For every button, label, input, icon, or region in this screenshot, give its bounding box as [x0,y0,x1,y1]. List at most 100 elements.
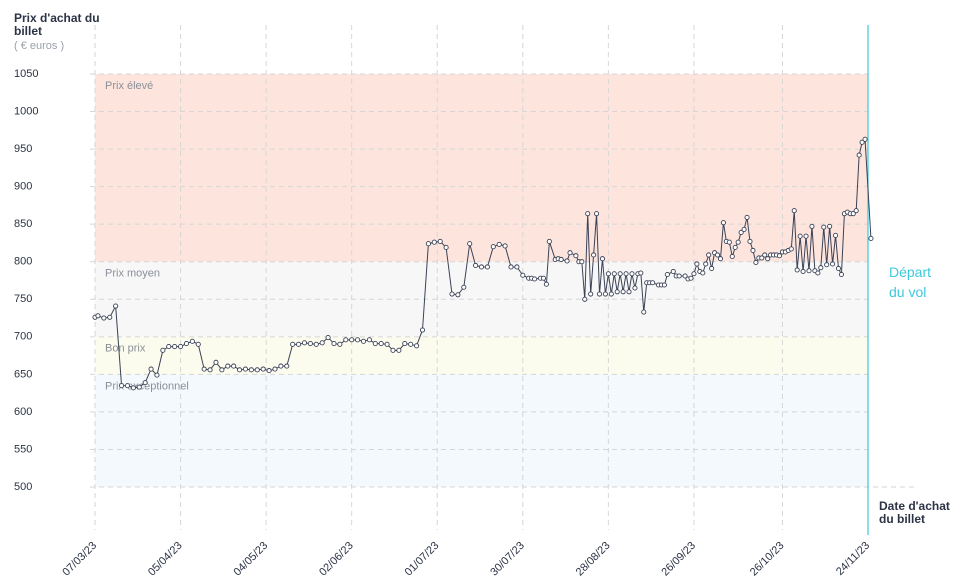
price-point [608,291,614,297]
price-point [461,284,467,290]
price-point [414,343,420,349]
price-point [714,252,721,258]
price-point [290,341,296,347]
price-point [794,267,800,273]
price-point [337,341,343,347]
price-point [484,264,490,270]
price-point [113,303,119,309]
price-point [776,253,783,259]
price-point [620,289,626,295]
x-tick-label: 26/09/23 [659,540,698,579]
price-point [717,256,724,262]
y-tick-label: 800 [14,256,32,268]
price-point [818,265,824,271]
price-point [564,258,570,264]
price-point [803,233,809,239]
price-point [101,315,107,321]
price-point [254,367,260,373]
price-point [558,256,564,263]
price-point [207,367,213,373]
x-tick-label: 30/07/23 [488,540,527,579]
price-point [614,289,620,295]
price-point [706,252,712,258]
price-point [821,224,827,230]
price-point [682,273,688,279]
price-point [859,139,865,145]
price-point [172,344,178,350]
y-tick-label: 700 [14,331,32,343]
x-tick-label: 05/04/23 [146,540,185,579]
price-point [532,276,538,282]
price-point [765,256,771,262]
price-point [478,264,485,270]
price-point [272,366,278,372]
price-point [514,264,520,270]
x-tick-label: 26/10/23 [748,540,787,579]
price-band [95,374,868,487]
price-point [797,233,803,239]
price-point [195,341,201,347]
y-tick-label: 900 [14,181,32,193]
price-point [853,208,859,214]
x-tick-label: 28/08/23 [574,540,613,579]
price-point [431,239,437,245]
price-point [455,292,461,298]
y-tick-label: 750 [14,293,32,305]
price-point [366,337,372,343]
price-point [664,271,670,278]
price-point [284,363,290,369]
price-point [260,366,266,372]
price-point [762,252,768,258]
band-label: Bon prix [105,343,146,355]
price-point [585,211,591,217]
price-point [343,337,349,343]
price-point [573,253,579,259]
price-point [266,368,272,374]
price-point [617,271,623,277]
band-label: Prix moyen [105,268,160,280]
price-point [231,363,237,369]
price-point [641,309,647,315]
price-point [355,337,361,343]
x-tick-label: 04/05/23 [232,540,271,579]
price-point [543,281,549,287]
price-point [629,271,635,277]
price-point [824,262,830,268]
price-point [520,272,526,278]
price-point [694,261,700,267]
price-point [582,296,588,302]
y-tick-label: 950 [14,143,32,155]
x-tick-label: 07/03/23 [60,540,99,579]
price-point [611,271,617,277]
price-point [296,341,302,347]
price-point [744,214,750,220]
price-point [827,223,833,229]
price-point [130,385,136,391]
price-point [490,244,496,250]
departure-label: Départ du vol [889,264,932,300]
price-point [815,270,821,276]
price-point [788,246,794,252]
price-point [449,291,455,297]
price-point [732,244,738,251]
price-point [178,344,184,350]
price-point [349,337,355,343]
x-tick-label: 02/06/23 [317,540,356,579]
price-point [183,341,190,347]
y-tick-label: 650 [14,368,32,380]
price-point [596,291,603,297]
price-point [331,341,337,347]
price-point [301,340,308,346]
y-tick-label: 1000 [14,105,38,117]
price-point [599,256,606,262]
price-point [213,359,219,365]
price-point [735,239,741,245]
price-point [703,261,709,267]
price-point [602,291,608,297]
price-point [670,268,676,275]
price-point [508,264,514,270]
price-point [95,313,101,319]
y-tick-label: 600 [14,406,32,418]
price-point [219,367,225,373]
